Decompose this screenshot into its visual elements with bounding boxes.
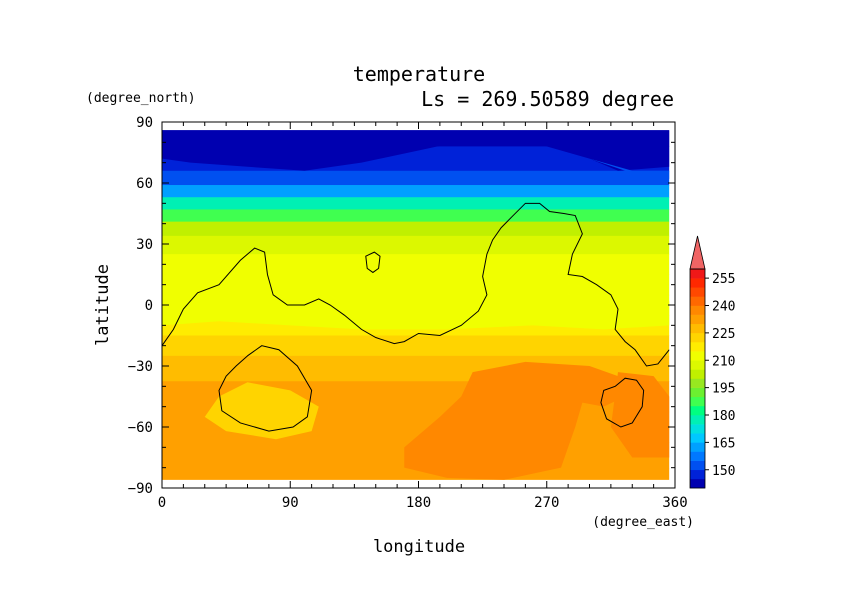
colorbar-frame: [689, 268, 706, 489]
y-units-label: (degree_north): [86, 91, 196, 106]
x-tick-label: 180: [406, 495, 431, 511]
colorbar-swatch: [690, 305, 705, 315]
colorbar-swatch: [690, 451, 705, 461]
colorbar-swatch: [690, 424, 705, 434]
heat-region: [204, 382, 319, 440]
x-axis-label: longitude: [373, 537, 465, 557]
contour-crater-west: [218, 345, 313, 432]
heat-band: [162, 235, 670, 255]
colorbar-swatch: [690, 278, 705, 288]
colorbar-tick-label: 195: [712, 382, 735, 397]
contour-lines: [162, 202, 670, 432]
colorbar: 150 165 180 195 210 225 240 255: [689, 235, 735, 489]
x-tick-label: 270: [534, 495, 559, 511]
colorbar-tick-label: 180: [712, 409, 735, 424]
y-tick-label: 30: [136, 237, 153, 253]
heat-band: [162, 209, 670, 223]
colorbar-swatch: [690, 433, 705, 443]
colorbar-swatch: [690, 360, 705, 370]
colorbar-swatch: [690, 332, 705, 343]
colorbar-swatch: [690, 323, 705, 334]
colorbar-swatch: [690, 478, 705, 489]
colorbar-tick-label: 255: [712, 272, 735, 287]
heat-band: [162, 197, 670, 210]
heat-band: [162, 221, 670, 237]
y-tick-label: −90: [128, 481, 153, 497]
heat-band: [162, 254, 670, 275]
chart-title: temperature: [353, 62, 485, 86]
heat-region: [162, 284, 670, 330]
heat-band: [162, 274, 670, 296]
y-tick-label: −30: [128, 359, 153, 375]
x-tick-label: 90: [282, 495, 299, 511]
colorbar-tick-label: 225: [712, 327, 735, 342]
colorbar-swatch: [690, 405, 705, 416]
colorbar-swatch: [690, 287, 705, 297]
heat-band: [162, 185, 670, 198]
contour-crater-east: [600, 377, 645, 428]
colorbar-swatch: [690, 387, 705, 398]
colorbar-swatch: [690, 442, 705, 452]
colorbar-tick-label: 240: [712, 300, 735, 315]
colorbar-swatch: [690, 415, 705, 425]
colorbar-tick-label: 150: [712, 464, 735, 479]
y-tick-label: 60: [136, 176, 153, 192]
colorbar-swatch: [690, 269, 705, 279]
heatmap-field: [162, 130, 670, 480]
colorbar-tick-label: 210: [712, 354, 735, 369]
heat-band: [162, 468, 670, 480]
x-tick-label: 0: [158, 495, 166, 511]
heat-band: [162, 335, 670, 357]
x-units-label: (degree_east): [592, 515, 694, 530]
heat-region: [589, 158, 670, 183]
colorbar-swatch: [690, 396, 705, 407]
colorbar-swatch: [690, 351, 705, 361]
colorbar-swatch: [690, 460, 705, 471]
chart-subtitle: Ls = 269.50589 degree: [421, 87, 674, 111]
heat-band: [162, 170, 670, 186]
heat-region: [610, 372, 670, 458]
y-tick-label: 90: [136, 115, 153, 131]
y-axis-label: latitude: [93, 264, 113, 346]
colorbar-swatch: [690, 296, 705, 306]
colorbar-swatch: [690, 369, 705, 379]
colorbar-swatch: [690, 314, 705, 325]
colorbar-swatch: [690, 342, 705, 352]
x-tick-label: 360: [662, 495, 687, 511]
y-tick-label: −60: [128, 420, 153, 436]
y-tick-label: 0: [145, 298, 153, 314]
colorbar-swatch: [690, 378, 705, 388]
colorbar-tick-label: 165: [712, 436, 735, 451]
contour-continent-outline: [162, 202, 670, 367]
colorbar-extend-arrow: [689, 235, 706, 270]
heat-region: [404, 361, 626, 480]
contour-island-north: [365, 251, 381, 274]
colorbar-swatch: [690, 469, 705, 480]
heat-region: [162, 130, 670, 171]
plot-axes: 0 90 180 270 360 −90 −60 −30 0 30 60 90: [128, 115, 688, 511]
